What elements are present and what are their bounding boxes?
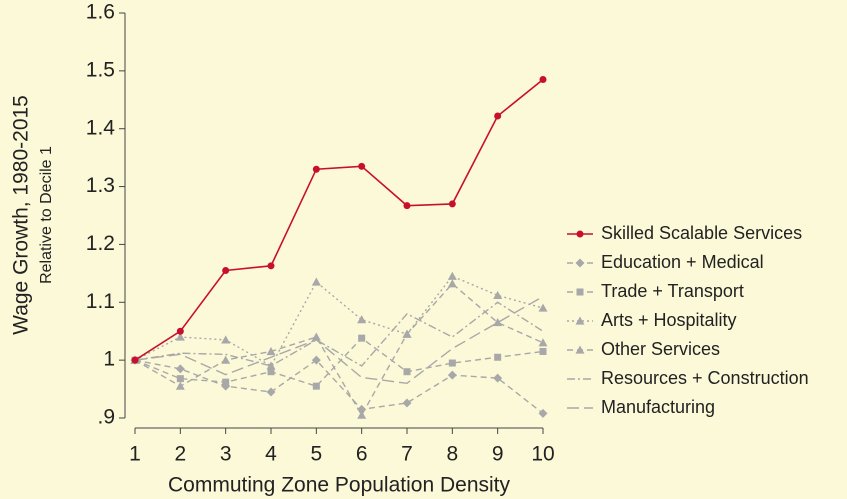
marker [447,279,457,288]
y-tick-label: 1.3 [86,174,115,197]
series-line [134,301,544,367]
marker [575,316,585,325]
marker [575,345,585,354]
legend-label: Manufacturing [601,397,715,417]
x-tick-label: 2 [174,443,186,466]
marker [494,112,502,120]
marker [358,162,366,170]
marker [357,410,367,419]
legend-label: Resources + Construction [601,368,809,388]
marker [175,364,185,374]
marker [357,315,367,324]
marker [403,202,411,210]
marker [175,332,185,341]
x-tick-label: 9 [492,443,504,466]
x-tick-label: 1 [129,443,141,466]
y-axis-subtitle: Relative to Decile 1 [38,146,55,284]
marker [402,398,412,408]
marker [311,277,321,286]
x-tick-label: 3 [220,443,232,466]
legend-label: Education + Medical [601,252,764,272]
marker [357,404,367,414]
marker [175,381,185,390]
marker [221,335,231,344]
x-tick-label: 7 [401,443,413,466]
marker [176,327,184,335]
marker [266,387,276,397]
marker [311,355,321,365]
series-line [134,282,544,417]
x-tick-label: 5 [310,443,322,466]
x-axis-title: Commuting Zone Population Density [168,474,511,497]
y-tick-label: 1.4 [86,116,116,139]
y-tick-label: 1.5 [86,58,115,81]
marker [402,329,412,338]
marker [266,361,276,370]
marker [448,359,456,367]
marker [447,271,457,280]
marker [266,346,276,356]
marker [494,353,502,361]
legend-label: Skilled Scalable Services [601,223,802,243]
x-tick-label: 6 [356,443,368,466]
marker [575,258,585,268]
series-line [134,295,544,385]
x-tick-label: 4 [265,443,277,466]
y-tick-label: 1.2 [86,232,115,255]
marker [538,338,548,347]
marker [131,356,139,364]
marker [493,373,503,383]
marker [222,266,230,274]
marker [267,368,275,376]
legend-label: Other Services [601,339,720,359]
series-line [134,337,544,387]
marker [176,375,184,383]
y-axis-title: Wage Growth, 1980-2015 [10,95,33,335]
y-tick-label: 1.1 [86,290,115,313]
marker [539,76,547,84]
marker [538,303,548,312]
y-tick-label: 1.6 [86,1,115,24]
marker [493,290,503,299]
series-line [134,359,544,414]
x-tick-label: 10 [531,443,554,466]
marker [538,408,548,418]
marker [576,230,584,238]
marker [221,355,231,364]
marker [221,381,231,391]
marker [447,370,457,380]
marker [493,318,503,327]
x-tick-label: 8 [446,443,458,466]
marker [576,288,584,296]
legend-label: Trade + Transport [601,281,744,301]
marker [403,368,411,376]
marker [267,262,275,270]
y-tick-label: .9 [97,406,115,429]
series-line [134,78,544,361]
y-tick-label: 1 [103,348,115,371]
marker [311,332,321,341]
marker [539,347,547,355]
marker [358,334,366,342]
marker [312,165,320,173]
marker [448,200,456,208]
marker [312,382,320,390]
legend-label: Arts + Hospitality [601,310,737,330]
